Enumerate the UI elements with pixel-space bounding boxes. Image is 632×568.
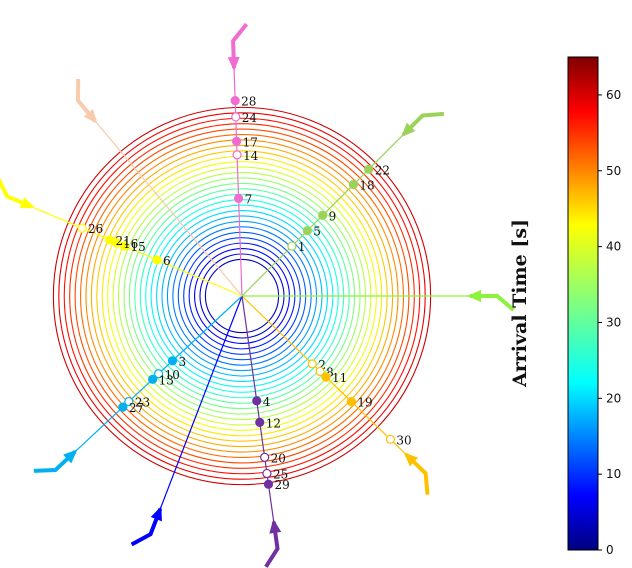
station-marker [287,241,297,251]
station-label: 4 [263,395,271,409]
station-marker [231,112,241,122]
station-marker [77,223,87,233]
station-marker [152,255,162,265]
ray-line [54,295,243,471]
station-marker [307,359,317,369]
ray-line [241,295,426,474]
station-marker [315,366,325,377]
station-marker [364,164,374,174]
arrow-head [150,506,162,522]
station-marker [263,479,274,489]
ray-line [241,115,423,297]
station-marker [112,238,122,248]
station-label: 22 [375,163,390,177]
colorbar-tick-label: 0 [606,543,614,557]
colorbar-tick-label: 40 [606,240,621,254]
station-label: 30 [396,433,411,447]
colorbar-ticks: 0 10 20 30 40 50 60 [598,88,621,557]
station-label: 20 [271,451,286,465]
ray-line [232,40,243,297]
station-marker [230,96,240,106]
station-marker [385,434,396,444]
arrow-head [227,56,240,72]
station-marker [167,356,178,366]
station-label: 26 [88,222,103,236]
station-label: 7 [245,192,253,206]
station-markers: 1591822714172428615162126281119304122025… [77,95,412,492]
station-label: 24 [242,111,258,125]
station-label: 2 [318,358,326,372]
station-label: 1 [298,240,306,254]
station-label: 27 [129,401,144,415]
station-marker [260,452,270,462]
station-label: 21 [116,234,131,248]
station-label: 18 [359,179,374,193]
station-label: 13 [159,373,174,387]
arrow-head [467,290,482,302]
colorbar-tick-label: 10 [606,467,621,481]
station-marker [346,397,356,407]
station-label: 5 [313,225,321,239]
station-marker [124,396,134,407]
arrow-head [269,518,282,534]
station-label: 28 [241,95,256,109]
arrow-head [401,122,416,137]
station-label: 6 [163,254,171,268]
station-marker [321,372,331,382]
station-label: 10 [165,368,180,382]
station-label: 9 [329,209,337,223]
station-label: 12 [266,416,281,430]
station-label: 8 [326,365,334,379]
colorbar-tick-label: 30 [606,315,621,329]
arrow-head [83,109,98,124]
station-label: 15 [131,240,146,254]
station-label: 14 [243,149,259,163]
station-marker [119,241,130,251]
station-label: 25 [273,467,288,481]
colorbar-tick-label: 60 [606,88,621,102]
station-marker [302,226,312,236]
station-marker [233,193,244,203]
station-marker [104,235,115,245]
station-marker [148,374,158,384]
station-marker [262,468,272,479]
station-label: 3 [179,355,187,369]
arrow-head [403,452,419,467]
colorbar-tick-label: 50 [606,164,621,178]
station-label: 23 [135,396,150,410]
incoming-arrows [0,22,515,568]
station-label: 16 [123,237,138,251]
station-label: 17 [243,135,258,149]
colorbar-gradient [567,56,599,551]
station-label: 11 [332,371,347,385]
ray-line [77,100,243,297]
colorbar-title: Arrival Time [s] [509,219,531,388]
station-marker [232,150,242,160]
station-label: 19 [357,396,372,410]
arrow-head [63,449,78,464]
ray-line [149,295,243,535]
station-label: 29 [274,478,289,492]
station-marker [255,417,265,427]
station-marker [318,210,328,220]
station-marker [231,136,242,146]
colorbar: 0 10 20 30 40 50 60 Arrival Time [s] [509,56,621,557]
station-marker [252,396,262,406]
station-marker [154,369,164,379]
station-marker [118,402,128,412]
station-marker [348,180,358,190]
colorbar-tick-label: 20 [606,391,621,405]
arrow-head [19,197,35,209]
ray-lines [6,40,498,549]
